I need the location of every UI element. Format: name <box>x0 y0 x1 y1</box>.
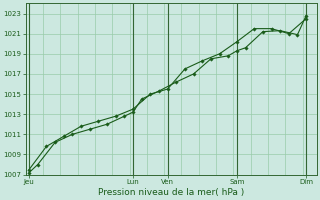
X-axis label: Pression niveau de la mer( hPa ): Pression niveau de la mer( hPa ) <box>98 188 244 197</box>
